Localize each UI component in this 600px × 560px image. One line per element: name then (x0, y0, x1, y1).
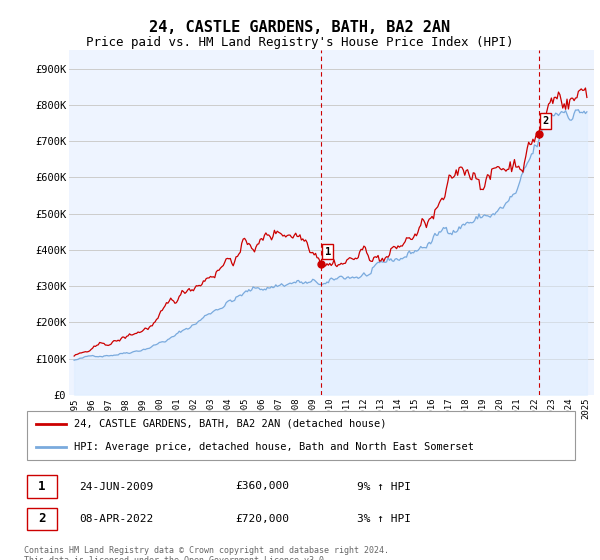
Text: HPI: Average price, detached house, Bath and North East Somerset: HPI: Average price, detached house, Bath… (74, 442, 474, 452)
FancyBboxPatch shape (27, 475, 58, 498)
Text: £720,000: £720,000 (235, 514, 289, 524)
Text: 2: 2 (542, 116, 549, 126)
Text: Price paid vs. HM Land Registry's House Price Index (HPI): Price paid vs. HM Land Registry's House … (86, 36, 514, 49)
Text: Contains HM Land Registry data © Crown copyright and database right 2024.
This d: Contains HM Land Registry data © Crown c… (24, 546, 389, 560)
FancyBboxPatch shape (27, 411, 575, 460)
Text: £360,000: £360,000 (235, 482, 289, 492)
Text: 2: 2 (38, 512, 46, 525)
Text: 1: 1 (38, 480, 46, 493)
Text: 08-APR-2022: 08-APR-2022 (79, 514, 154, 524)
Text: 24, CASTLE GARDENS, BATH, BA2 2AN: 24, CASTLE GARDENS, BATH, BA2 2AN (149, 20, 451, 35)
Text: 24-JUN-2009: 24-JUN-2009 (79, 482, 154, 492)
Text: 24, CASTLE GARDENS, BATH, BA2 2AN (detached house): 24, CASTLE GARDENS, BATH, BA2 2AN (detac… (74, 419, 386, 429)
FancyBboxPatch shape (27, 507, 58, 530)
Text: 3% ↑ HPI: 3% ↑ HPI (357, 514, 411, 524)
Text: 1: 1 (325, 246, 331, 256)
Text: 9% ↑ HPI: 9% ↑ HPI (357, 482, 411, 492)
